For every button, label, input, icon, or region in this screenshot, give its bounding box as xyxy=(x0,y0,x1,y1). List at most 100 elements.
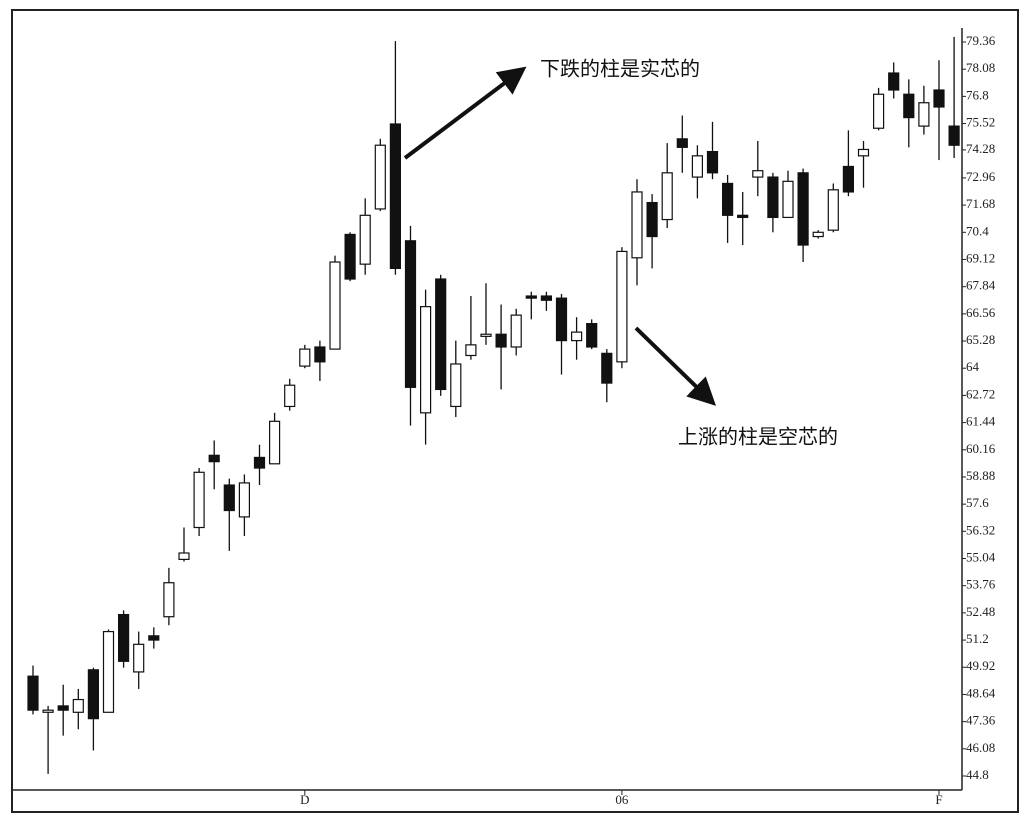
frame xyxy=(11,9,1019,813)
candle-body xyxy=(299,348,311,367)
candle-body xyxy=(540,295,553,301)
candle-body xyxy=(102,630,115,713)
x-tick-label: F xyxy=(935,792,942,807)
candle-body xyxy=(827,189,839,231)
candle-body xyxy=(72,698,84,713)
candle-body xyxy=(269,420,281,465)
candle-body xyxy=(163,582,175,618)
y-tick-label: 75.52 xyxy=(966,115,995,130)
y-tick-label: 64 xyxy=(966,359,980,374)
candle-body xyxy=(223,484,235,512)
candle-body xyxy=(208,454,220,463)
candle-body xyxy=(767,176,779,219)
candle-body xyxy=(586,323,598,348)
y-tick-label: 55.04 xyxy=(966,550,996,565)
candle-body xyxy=(903,93,915,119)
candle-body xyxy=(87,669,100,720)
candle-body xyxy=(374,144,386,210)
candle-body xyxy=(888,72,900,91)
y-tick-label: 48.64 xyxy=(966,685,996,700)
candle-body xyxy=(661,172,673,221)
y-tick-label: 57.6 xyxy=(966,495,989,510)
y-tick-label: 78.08 xyxy=(966,60,995,75)
y-tick-label: 53.76 xyxy=(966,577,996,592)
y-tick-label: 74.28 xyxy=(966,141,995,156)
candle-body xyxy=(193,471,205,529)
candle-body xyxy=(465,344,477,357)
candle-body xyxy=(117,613,130,662)
candle-body xyxy=(253,456,266,469)
candle-body xyxy=(676,138,688,148)
candle-body xyxy=(450,363,462,408)
candle-body xyxy=(57,705,69,711)
candle-body xyxy=(27,675,39,711)
candle-body xyxy=(495,333,507,348)
y-tick-label: 62.72 xyxy=(966,386,995,401)
y-tick-label: 51.2 xyxy=(966,631,989,646)
x-tick-label: 06 xyxy=(615,792,629,807)
candle-body xyxy=(918,102,930,127)
candle-body xyxy=(42,709,54,713)
candle-body xyxy=(329,261,341,350)
candle-body xyxy=(872,93,885,129)
candle-body xyxy=(314,346,326,363)
candle-body xyxy=(721,182,734,216)
candle-body xyxy=(842,165,855,193)
annotation: 上涨的柱是空芯的 xyxy=(678,425,838,449)
candle-body xyxy=(510,314,522,348)
candle-body xyxy=(238,482,250,518)
candle-body xyxy=(570,331,583,342)
y-tick-label: 66.56 xyxy=(966,305,996,320)
y-tick-label: 65.28 xyxy=(966,332,995,347)
candle-body xyxy=(389,123,401,270)
candle-body xyxy=(525,295,537,299)
y-tick-label: 44.8 xyxy=(966,767,989,782)
candle-body xyxy=(737,214,749,219)
candle-body xyxy=(948,125,960,146)
y-tick-label: 58.88 xyxy=(966,468,995,483)
candle-body xyxy=(631,191,643,259)
candle-body xyxy=(933,89,945,108)
y-tick-label: 76.8 xyxy=(966,87,989,102)
y-tick-label: 56.32 xyxy=(966,522,995,537)
candle-body xyxy=(284,384,296,408)
candle-body xyxy=(616,250,628,363)
y-tick-label: 67.84 xyxy=(966,278,996,293)
y-tick-label: 49.92 xyxy=(966,658,995,673)
arrow xyxy=(403,66,527,160)
candle-body xyxy=(857,148,870,157)
candle-body xyxy=(148,635,160,641)
y-tick-label: 70.4 xyxy=(966,223,989,238)
candle-body xyxy=(435,278,447,391)
candle-body xyxy=(691,155,704,178)
x-tick-label: D xyxy=(300,792,309,807)
y-tick-label: 46.08 xyxy=(966,740,995,755)
candle-body xyxy=(646,201,658,238)
y-tick-label: 52.48 xyxy=(966,604,995,619)
candle-body xyxy=(782,180,794,219)
candle-body xyxy=(706,150,719,174)
annotation: 下跌的柱是实芯的 xyxy=(540,57,700,81)
y-tick-label: 47.36 xyxy=(966,713,996,728)
candle-body xyxy=(178,552,190,560)
candle-body xyxy=(555,297,568,342)
candle-body xyxy=(797,172,809,246)
y-tick-label: 69.12 xyxy=(966,250,995,265)
candle-body xyxy=(601,352,613,384)
candle-body xyxy=(359,214,371,265)
y-tick-label: 79.36 xyxy=(966,33,996,48)
candle-body xyxy=(480,333,492,337)
arrow xyxy=(634,326,717,406)
candle-body xyxy=(133,643,145,673)
y-tick-label: 72.96 xyxy=(966,169,996,184)
candle-body xyxy=(344,233,356,280)
candle-body xyxy=(404,240,417,388)
y-tick-label: 60.16 xyxy=(966,441,996,456)
candle-body xyxy=(752,170,764,178)
y-tick-label: 71.68 xyxy=(966,196,995,211)
candle-body xyxy=(812,231,824,238)
y-tick-label: 61.44 xyxy=(966,414,996,429)
candle-body xyxy=(420,306,432,414)
